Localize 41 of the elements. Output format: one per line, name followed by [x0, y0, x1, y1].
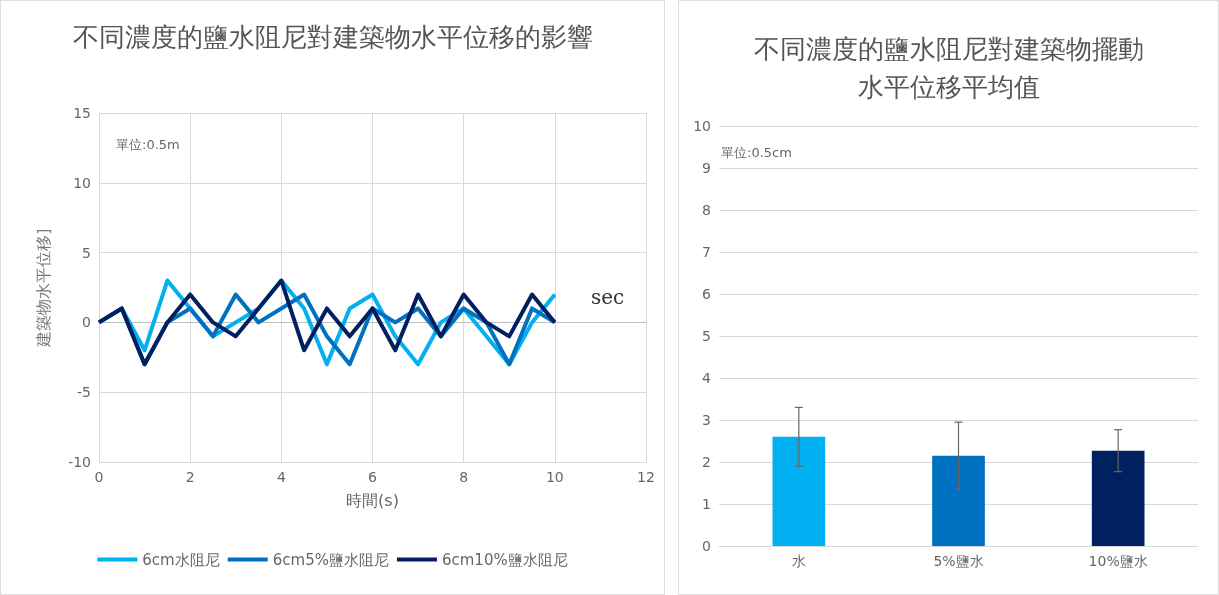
x-tick-label: 水 — [791, 553, 806, 569]
y-tick-label: 9 — [702, 160, 711, 176]
y-axis-title: 建築物水平位移] — [33, 228, 53, 348]
x-tick-label: 6 — [368, 469, 378, 485]
y-tick-label: 8 — [702, 202, 711, 218]
x-tick-label: 10%鹽水 — [1088, 553, 1148, 569]
y-tick-label: 0 — [82, 314, 91, 331]
annotation: sec — [591, 285, 625, 309]
chart-subtitle: 水平位移平均值 — [857, 72, 1040, 102]
x-tick-label: 8 — [459, 469, 469, 485]
y-tick-label: 5 — [702, 328, 711, 344]
x-tick-label: 0 — [94, 469, 104, 485]
annotation: 單位:0.5m — [116, 137, 180, 152]
legend-label: 6cm水阻尼 — [142, 550, 220, 569]
y-tick-label: 5 — [82, 244, 91, 261]
y-tick-label: 0 — [702, 538, 711, 554]
y-tick-label: 15 — [73, 105, 91, 121]
chart-title: 不同濃度的鹽水阻尼對建築物水平位移的影響 — [72, 22, 593, 52]
x-tick-label: 2 — [185, 469, 195, 485]
y-tick-label: 10 — [73, 174, 91, 191]
legend-label: 6cm10%鹽水阻尼 — [441, 550, 568, 569]
y-tick-label: 3 — [702, 412, 711, 428]
bar — [1091, 450, 1145, 546]
y-tick-label: 1 — [702, 496, 711, 512]
y-tick-label: -10 — [68, 454, 91, 470]
legend-label: 6cm5%鹽水阻尼 — [272, 550, 389, 569]
bar — [772, 436, 826, 546]
chart-title: 不同濃度的鹽水阻尼對建築物擺動 — [753, 34, 1144, 64]
x-tick-label: 4 — [276, 469, 286, 485]
x-tick-label: 10 — [545, 469, 564, 485]
bar — [932, 455, 985, 546]
x-tick-label: 12 — [637, 469, 655, 485]
x-tick-label: 5%鹽水 — [933, 553, 984, 569]
y-tick-label: 4 — [702, 370, 712, 386]
y-tick-label: 6 — [702, 286, 712, 302]
x-axis-title: 時間(s) — [346, 490, 399, 510]
y-tick-label: 10 — [693, 118, 711, 134]
y-tick-label: -5 — [77, 384, 91, 401]
y-tick-label: 7 — [702, 244, 711, 260]
y-tick-label: 2 — [702, 454, 711, 470]
annotation: 單位:0.5cm — [721, 145, 792, 160]
